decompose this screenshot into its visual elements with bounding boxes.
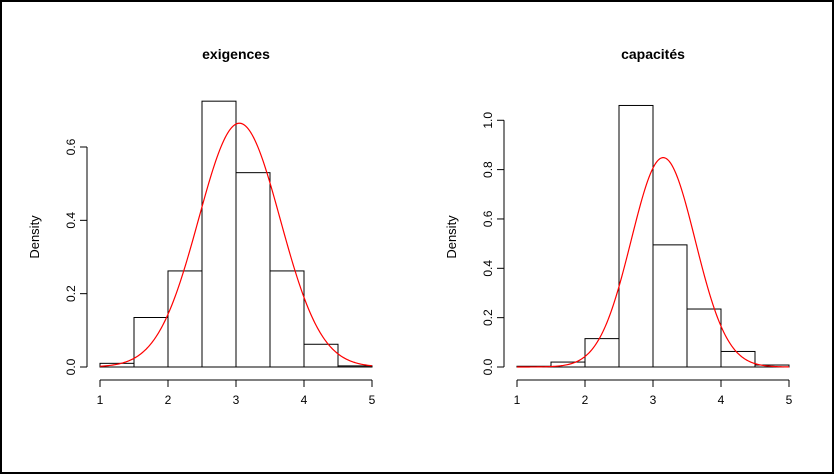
x-tick-label: 5 bbox=[786, 393, 793, 407]
histogram-bar bbox=[337, 365, 373, 368]
x-tick-label: 2 bbox=[582, 393, 589, 407]
y-tick-label: 0.4 bbox=[481, 260, 495, 277]
histogram-bar bbox=[618, 104, 654, 368]
x-tick-label: 5 bbox=[369, 393, 376, 407]
histogram-bar bbox=[303, 343, 339, 368]
histogram-bar bbox=[201, 100, 237, 368]
x-tick-label: 3 bbox=[650, 393, 657, 407]
chart-title: exigences bbox=[202, 46, 270, 62]
histogram-bar bbox=[167, 270, 203, 368]
y-tick-label: 0.8 bbox=[481, 161, 495, 178]
y-tick-label: 0.0 bbox=[64, 358, 78, 375]
y-tick-label: 0.4 bbox=[64, 212, 78, 229]
y-tick-label: 0.6 bbox=[64, 138, 78, 155]
y-tick-label: 0.6 bbox=[481, 210, 495, 227]
histogram-bar bbox=[584, 338, 620, 368]
x-tick-label: 1 bbox=[97, 393, 104, 407]
y-tick-label: 1.0 bbox=[481, 112, 495, 129]
x-tick-label: 1 bbox=[514, 393, 521, 407]
y-tick-label: 0.2 bbox=[481, 309, 495, 326]
histogram-bar bbox=[686, 308, 722, 368]
x-tick-label: 4 bbox=[301, 393, 308, 407]
panel-capacites: capacités Density 1 2 3 4 5 0.0 0.2 0.4 0.6 0.8 1.… bbox=[444, 46, 793, 407]
panel-exigences: exigences Density 1 2 3 4 5 0.0 0.2 0.4 0.6 bbox=[27, 46, 376, 407]
histogram-bar bbox=[269, 270, 305, 368]
y-axis-label: Density bbox=[444, 215, 459, 259]
density-curve bbox=[99, 122, 373, 367]
x-tick-label: 2 bbox=[165, 393, 172, 407]
y-tick-label: 0.2 bbox=[64, 285, 78, 302]
histogram-bar bbox=[235, 172, 271, 368]
y-tick-label: 0.0 bbox=[481, 358, 495, 375]
chart-title: capacités bbox=[621, 46, 685, 62]
density-curve bbox=[517, 157, 790, 368]
x-tick-label: 4 bbox=[718, 393, 725, 407]
y-axis-label: Density bbox=[27, 215, 42, 259]
histogram-bar bbox=[720, 350, 756, 368]
histogram-bar bbox=[652, 244, 688, 368]
x-tick-label: 3 bbox=[233, 393, 240, 407]
